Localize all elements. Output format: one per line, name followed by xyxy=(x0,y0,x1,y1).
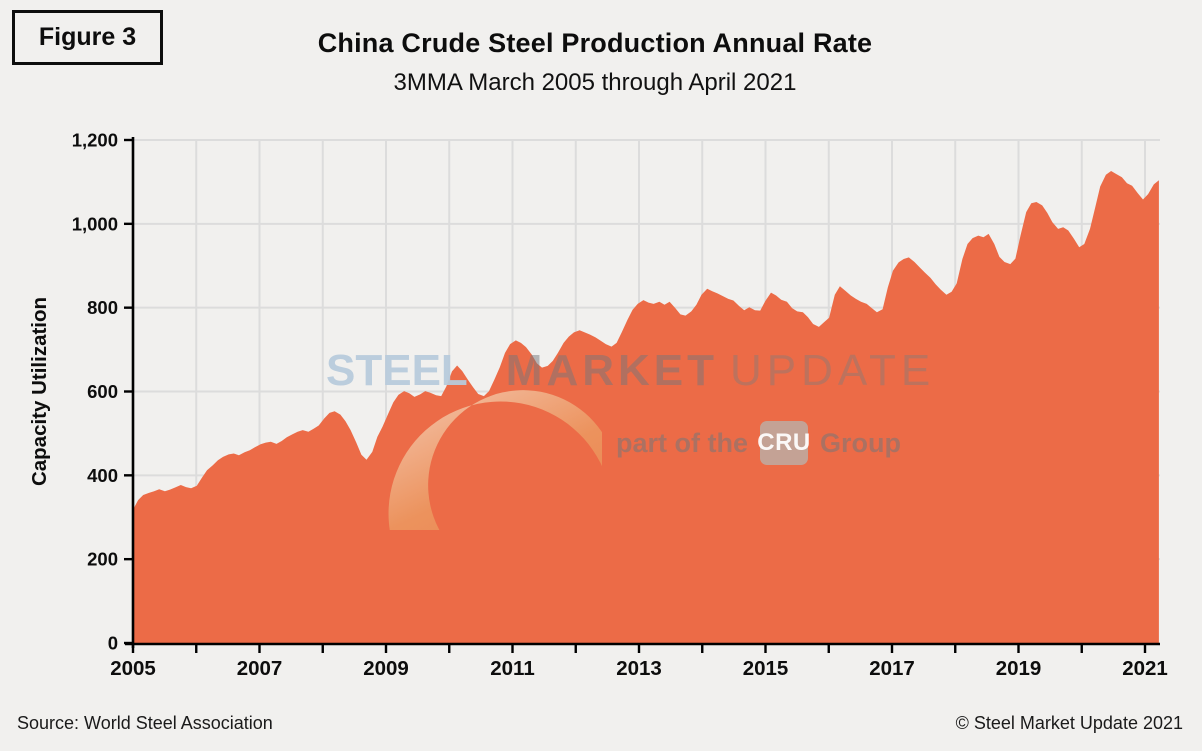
y-axis-title: Capacity Utilization xyxy=(28,297,51,486)
x-tick-label: 2013 xyxy=(616,657,662,680)
y-tick-label: 400 xyxy=(87,465,118,486)
x-tick-label: 2015 xyxy=(743,657,789,680)
figure-badge-label: Figure 3 xyxy=(38,23,137,51)
x-tick-label: 2011 xyxy=(490,657,534,680)
y-tick-label: 1,000 xyxy=(72,213,118,234)
x-tick-label: 2007 xyxy=(237,657,283,680)
x-tick-label: 2021 xyxy=(1122,657,1168,680)
y-tick-label: 0 xyxy=(108,633,118,654)
x-tick-label: 2017 xyxy=(869,657,915,680)
source-note: Source: World Steel Association xyxy=(17,713,273,733)
chart-subtitle: 3MMA March 2005 through April 2021 xyxy=(393,69,797,96)
chart-title: China Crude Steel Production Annual Rate xyxy=(317,28,873,58)
y-tick-label: 600 xyxy=(87,381,118,402)
y-tick-label: 800 xyxy=(87,297,118,318)
copyright-note: © Steel Market Update 2021 xyxy=(955,713,1183,733)
y-tick-label: 200 xyxy=(87,549,118,570)
x-tick-label: 2009 xyxy=(363,657,409,680)
figure-badge: Figure 3 xyxy=(12,10,163,65)
x-tick-label: 2005 xyxy=(110,657,156,680)
y-tick-label: 1,200 xyxy=(72,130,118,151)
x-tick-label: 2019 xyxy=(996,657,1042,680)
area-series xyxy=(133,171,1159,643)
